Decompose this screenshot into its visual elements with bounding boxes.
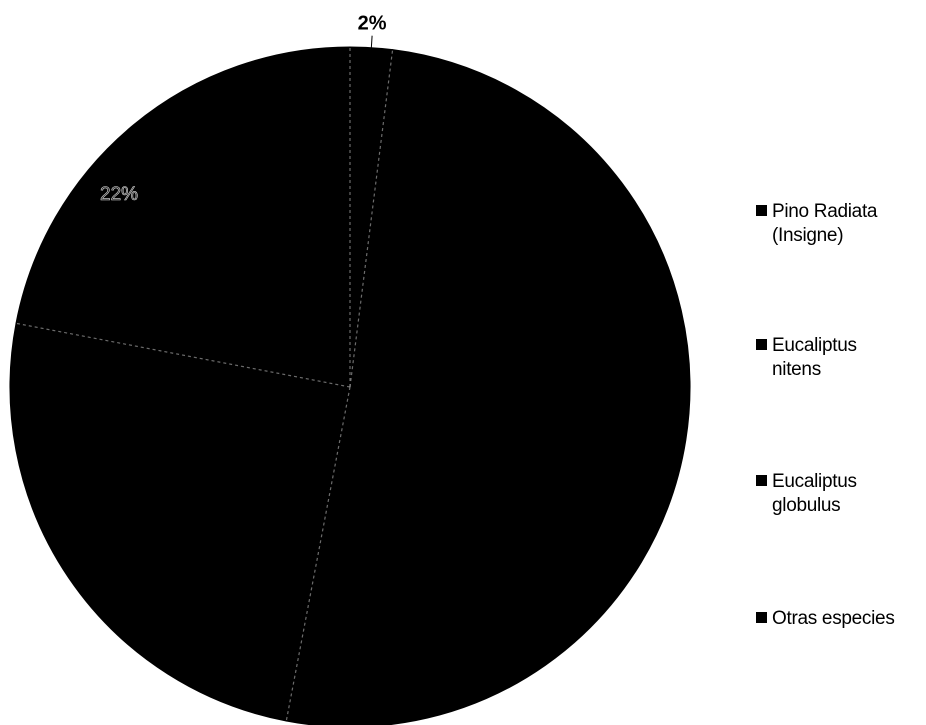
legend-item-otras-especies: Otras especies	[756, 607, 922, 631]
slice-divider	[349, 49, 394, 388]
legend-item-eucaliptus-nitens: Eucaliptus nitens	[756, 334, 922, 382]
slice-divider	[285, 386, 351, 722]
legend-swatch	[756, 205, 767, 216]
legend-item-eucaliptus-globulus: Eucaliptus globulus	[756, 470, 922, 518]
legend-swatch	[756, 475, 767, 486]
pie-slice	[285, 49, 691, 725]
legend-label: Pino Radiata (Insigne)	[772, 201, 878, 246]
data-label-eucaliptus-globulus: 22%	[100, 184, 138, 205]
data-label-otras-especies: 2%	[358, 13, 387, 35]
legend-swatch	[756, 339, 767, 350]
leader-line	[370, 35, 373, 48]
pie-slice	[9, 322, 351, 722]
legend-swatch	[756, 612, 767, 623]
legend-item-pino-radiata: Pino Radiata (Insigne)	[756, 200, 922, 248]
legend-label: Eucaliptus nitens	[772, 335, 857, 380]
legend-label: Otras especies	[772, 608, 895, 629]
pie-slice	[15, 46, 351, 388]
legend-label: Eucaliptus globulus	[772, 471, 857, 516]
slice-divider	[15, 322, 351, 388]
